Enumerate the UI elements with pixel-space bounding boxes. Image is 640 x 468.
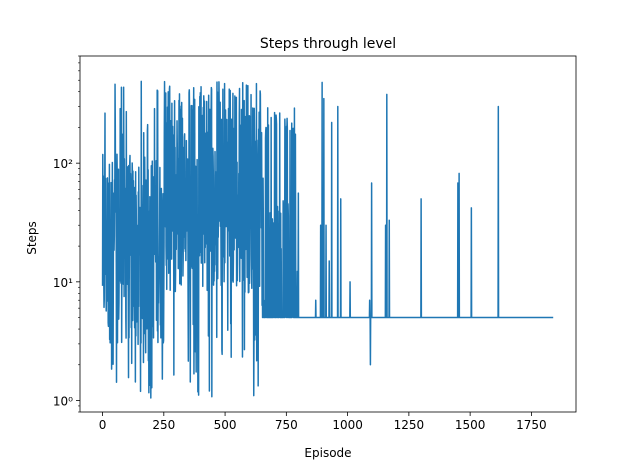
y-tick-label: 10¹ [53,276,73,290]
x-tick-label: 500 [214,418,237,432]
chart-title: Steps through level [260,36,396,52]
x-axis: 0 250 500 750 1000 1250 1500 1750 [99,412,547,432]
x-tick-label: 1750 [516,418,547,432]
x-tick-label: 1500 [455,418,486,432]
plot-layer [101,80,554,399]
series-line [101,80,554,399]
y-axis: 10⁰ 10¹ 10² [53,55,80,413]
x-tick-label: 0 [99,418,107,432]
y-axis-label: Steps [25,221,39,255]
x-tick-label: 750 [275,418,298,432]
x-tick-label: 1000 [332,418,363,432]
y-tick-label: 10² [53,157,73,171]
x-axis-label: Episode [304,446,351,460]
x-tick-label: 250 [152,418,175,432]
plot-frame [79,55,577,413]
y-tick-label: 10⁰ [53,395,73,409]
x-tick-label: 1250 [394,418,425,432]
